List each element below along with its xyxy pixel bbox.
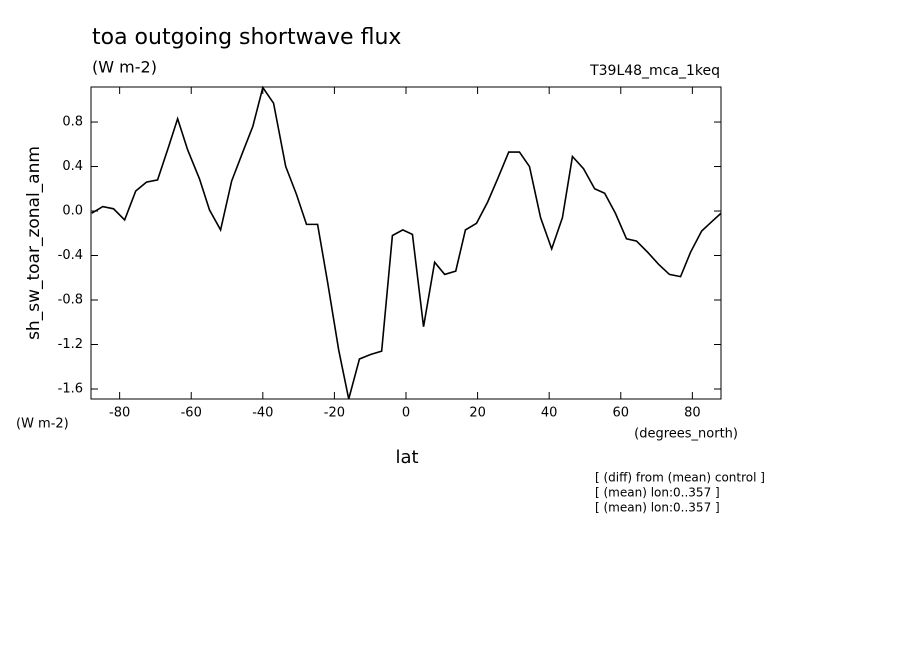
chart-title: toa outgoing shortwave flux [92,25,401,50]
x-tick-label: 60 [612,406,629,421]
x-tick-label: 20 [469,406,486,421]
annotation: T39L48_mca_1keq [589,63,720,79]
data-line [91,85,722,400]
y-tick-label: 0.4 [62,159,83,174]
note: [ (mean) lon:0..357 ] [595,486,720,500]
y-tick-label: -1.2 [58,337,83,352]
x-axis-label: lat [395,447,418,468]
note: [ (mean) lon:0..357 ] [595,501,720,515]
plot-frame [90,86,722,400]
y-axis-label: sh_sw_toar_zonal_anm [24,146,44,340]
x-tick-label: 0 [402,406,410,421]
chart-subtitle: (W m-2) [92,58,157,77]
x-units: (degrees_north) [634,427,738,442]
x-tick-label: 80 [684,406,701,421]
x-tick-label: -40 [252,406,273,421]
y-units: (W m-2) [16,417,69,432]
y-tick-label: 0.8 [62,115,83,130]
y-tick-label: 0.0 [62,204,83,219]
note: [ (diff) from (mean) control ] [595,471,765,485]
x-tick-label: -60 [181,406,202,421]
y-tick-label: -0.4 [58,248,83,263]
y-tick-label: -1.6 [58,381,83,396]
x-tick-label: 40 [541,406,558,421]
y-tick-label: -0.8 [58,293,83,308]
x-tick-label: -20 [324,406,345,421]
x-tick-label: -80 [109,406,130,421]
